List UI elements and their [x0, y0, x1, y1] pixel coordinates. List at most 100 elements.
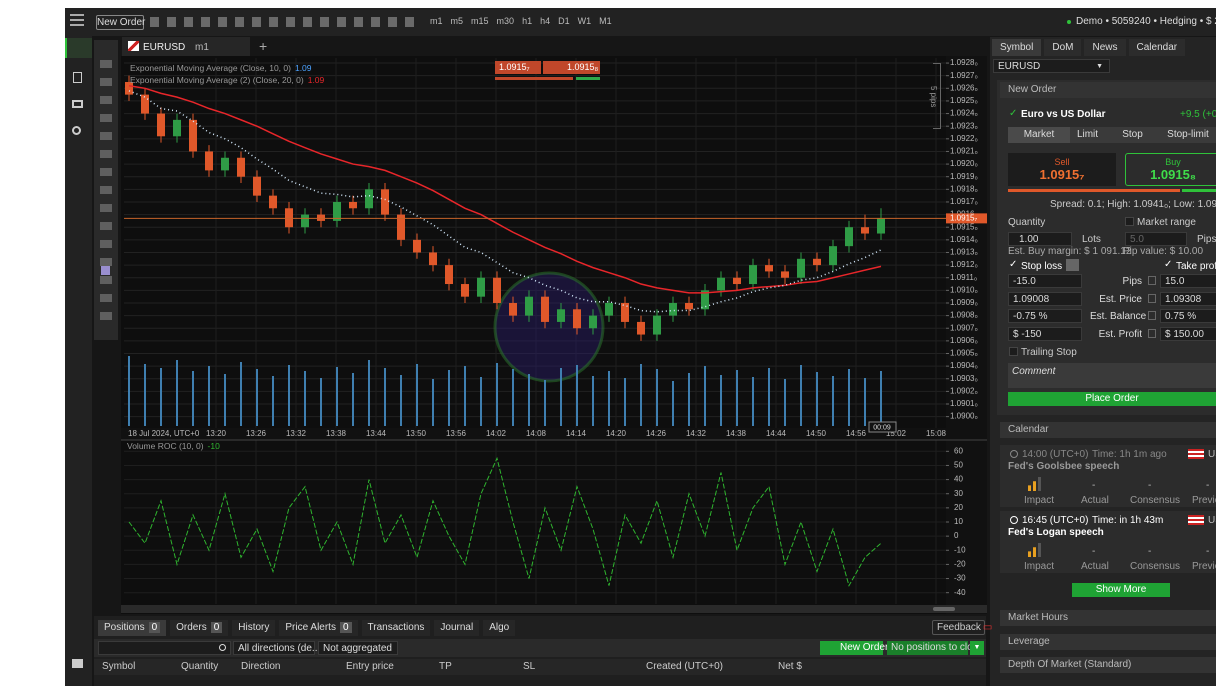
timeframe-button[interactable]: m30	[496, 16, 515, 26]
aggregation-filter[interactable]: Not aggregated	[318, 641, 398, 655]
stop-loss-toggle[interactable]	[1066, 259, 1079, 271]
event-column: Impact	[1024, 495, 1055, 506]
order-type-tab[interactable]: Stop	[1122, 129, 1143, 140]
bottom-icon[interactable]	[72, 659, 83, 668]
new-order-bottom[interactable]: New Order	[820, 641, 888, 655]
column-header: Quantity	[181, 661, 219, 672]
timeframe-button[interactable]: h4	[540, 16, 551, 26]
bottom-tab[interactable]: Algo	[483, 620, 516, 636]
close-all-button[interactable]: No positions to close	[887, 641, 983, 655]
sell-quote[interactable]: 1.0915₇	[495, 61, 541, 74]
volume-bar	[736, 370, 738, 426]
roc-tick-label: 0	[954, 531, 959, 540]
bottom-tab[interactable]: Orders 0	[170, 620, 229, 636]
timeframe-button[interactable]: D1	[558, 16, 570, 26]
panel-tab[interactable]: DoM	[1044, 39, 1082, 56]
search-icon[interactable]	[72, 126, 81, 135]
section-header[interactable]: Market Hours	[1000, 610, 1216, 626]
menu-icon[interactable]	[70, 14, 84, 26]
timeframe-button[interactable]: h1	[522, 16, 533, 26]
volume-bar	[688, 373, 690, 426]
timeframe-button[interactable]: m1	[430, 16, 443, 26]
chart-tab[interactable]	[122, 37, 250, 56]
tab-label: Positions	[104, 622, 145, 633]
feedback-button[interactable]: Feedback ▭	[932, 620, 992, 635]
order-input[interactable]: $ 150.00	[1160, 326, 1216, 341]
direction-filter[interactable]: All directions (de...	[233, 641, 320, 655]
x-tick-label: 13:50	[406, 429, 427, 438]
order-input[interactable]: 1.09308	[1160, 291, 1216, 306]
timeframe-button[interactable]: M1	[599, 16, 612, 26]
column-header: Created (UTC+0)	[646, 661, 723, 672]
bottom-tab[interactable]: Journal	[434, 620, 480, 636]
comment-box[interactable]: Comment	[1008, 363, 1216, 388]
scroll-thumb[interactable]	[933, 607, 955, 611]
section-header[interactable]: Leverage	[1000, 633, 1216, 650]
tv-icon[interactable]	[72, 100, 83, 108]
symbol-select[interactable]: EURUSD ▼	[993, 59, 1110, 73]
sell-box[interactable]: Sell 1.0915₇	[1008, 153, 1116, 186]
trade-icon[interactable]	[65, 38, 92, 58]
place-order-button[interactable]: Place Order	[1008, 392, 1216, 406]
event-column: Consensus	[1130, 561, 1181, 572]
candle-body	[605, 302, 613, 316]
tool-icons[interactable]	[100, 60, 112, 330]
color-tool[interactable]	[101, 266, 110, 275]
sell-price: 1.0915₇	[1039, 167, 1085, 182]
panel-tab[interactable]: News	[1084, 39, 1126, 56]
volume-bar	[416, 364, 418, 426]
candle-body	[845, 227, 853, 247]
candle-body	[221, 157, 229, 171]
new-order-button[interactable]: New Order	[96, 15, 146, 30]
take-profit-check[interactable]: ✓	[1164, 259, 1173, 270]
candle-body	[653, 315, 661, 335]
order-input[interactable]: $ -150	[1008, 326, 1082, 341]
order-type-tab[interactable]: Stop-limit	[1167, 129, 1209, 140]
lots-input[interactable]: 1.00	[1008, 232, 1072, 246]
search-input[interactable]	[98, 641, 231, 655]
section-header[interactable]: Depth Of Market (Standard)	[1000, 657, 1216, 673]
bottom-tab[interactable]: Price Alerts 0	[279, 620, 358, 636]
panel-tab[interactable]: Symbol	[992, 39, 1042, 56]
order-input[interactable]: -0.75 %	[1008, 309, 1082, 323]
timeframe-button[interactable]: m15	[471, 16, 489, 26]
event-card	[1000, 445, 1216, 507]
order-input[interactable]: 15.0	[1160, 274, 1216, 288]
timeframe-button[interactable]: W1	[577, 16, 592, 26]
trailing-stop-box[interactable]	[1009, 347, 1018, 356]
copy-icon[interactable]	[73, 72, 82, 83]
candle-body	[125, 81, 133, 95]
stop-loss-check[interactable]: ✓	[1009, 259, 1018, 270]
timeframe-button[interactable]: m5	[450, 16, 464, 26]
candle-body	[861, 227, 869, 234]
buy-price: 1.0915₈	[1150, 167, 1196, 182]
order-type-tab[interactable]: Market	[1008, 127, 1070, 143]
close-menu[interactable]: ▼	[970, 641, 984, 655]
sell-label: Sell	[1054, 157, 1070, 167]
buy-box[interactable]: Buy 1.0915₈	[1125, 153, 1216, 186]
market-range-box[interactable]	[1125, 217, 1134, 226]
candle-body	[829, 246, 837, 266]
country-flag	[1188, 515, 1204, 525]
bottom-tab[interactable]: History	[232, 620, 276, 636]
order-type-tab[interactable]: Limit	[1076, 129, 1099, 140]
roc-tick-label: 30	[954, 489, 963, 498]
order-input[interactable]: 0.75 %	[1160, 309, 1216, 323]
panel-tab[interactable]: Calendar	[1128, 39, 1186, 56]
event-relative: Time: in 1h 43m	[1092, 515, 1164, 526]
buy-quote[interactable]: 1.0915₈	[543, 61, 600, 74]
order-input[interactable]: 1.09008	[1008, 291, 1082, 306]
indicator-value: 1.09	[295, 63, 312, 73]
show-more-button[interactable]: Show More	[1072, 583, 1170, 597]
bottom-tab[interactable]: Transactions	[361, 620, 431, 636]
event-value: -	[1206, 546, 1210, 557]
x-tick-label: 15:08	[926, 429, 947, 438]
event-column: Consensus	[1130, 495, 1181, 506]
add-tab[interactable]: +	[259, 38, 268, 54]
pips-input[interactable]: 5.0	[1125, 232, 1187, 246]
candle-body	[365, 189, 373, 209]
y-tick-label: 1.0900₀	[950, 412, 978, 421]
order-input[interactable]: -15.0	[1008, 274, 1082, 288]
toolbar-icons	[150, 17, 420, 27]
bottom-tab[interactable]: Positions 0	[98, 620, 167, 636]
